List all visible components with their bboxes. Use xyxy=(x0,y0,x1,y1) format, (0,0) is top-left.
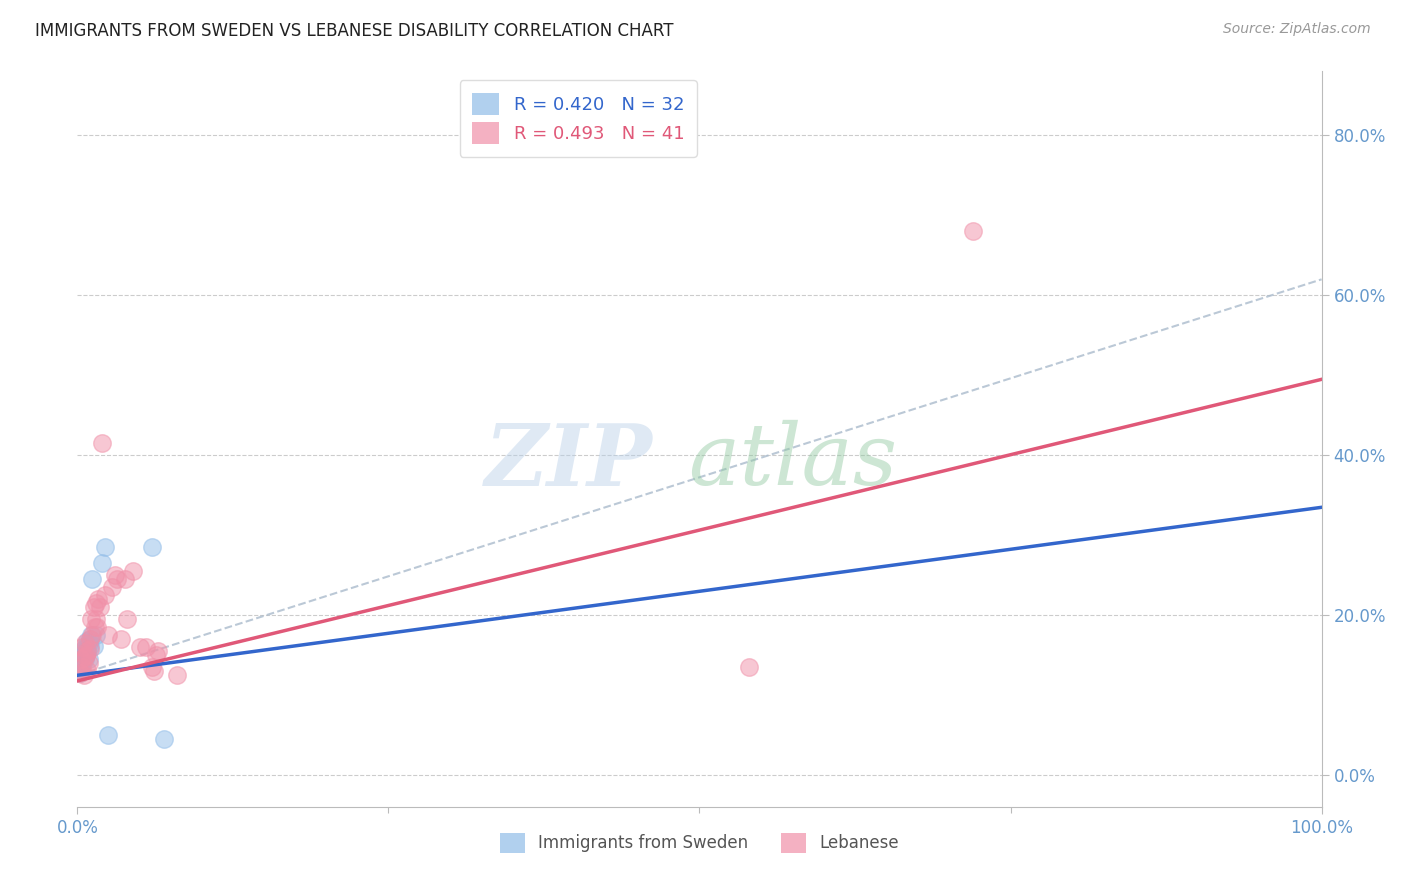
Point xyxy=(82,572,104,586)
Point xyxy=(80,628,103,642)
Point xyxy=(72,668,94,682)
Point xyxy=(114,572,136,586)
Point xyxy=(72,660,94,674)
Point xyxy=(72,649,94,664)
Point xyxy=(148,644,170,658)
Point xyxy=(79,632,101,647)
Point xyxy=(69,657,91,672)
Point xyxy=(962,224,984,238)
Point xyxy=(86,620,108,634)
Text: ZIP: ZIP xyxy=(485,419,652,503)
Point xyxy=(79,639,101,653)
Point xyxy=(67,663,90,677)
Point xyxy=(70,649,93,664)
Point xyxy=(143,665,166,679)
Point xyxy=(75,648,97,663)
Point xyxy=(101,580,124,594)
Point xyxy=(166,668,188,682)
Point xyxy=(153,732,176,747)
Point xyxy=(69,665,91,680)
Point xyxy=(76,663,98,677)
Point xyxy=(72,657,94,671)
Point xyxy=(122,564,145,578)
Point xyxy=(89,600,111,615)
Point xyxy=(83,639,105,653)
Point xyxy=(69,665,91,680)
Point xyxy=(73,644,96,658)
Point xyxy=(77,652,100,666)
Point xyxy=(73,652,96,666)
Point xyxy=(72,652,94,666)
Point xyxy=(93,541,115,555)
Point xyxy=(104,568,127,582)
Point xyxy=(75,641,97,656)
Legend: Immigrants from Sweden, Lebanese: Immigrants from Sweden, Lebanese xyxy=(491,824,908,862)
Point xyxy=(738,660,761,674)
Point xyxy=(72,648,94,663)
Point xyxy=(115,612,138,626)
Point xyxy=(73,649,96,664)
Point xyxy=(77,657,100,671)
Point xyxy=(97,628,120,642)
Point xyxy=(91,556,114,570)
Point xyxy=(76,644,98,658)
Point xyxy=(82,628,104,642)
Point xyxy=(70,655,93,669)
Point xyxy=(141,541,163,555)
Point xyxy=(141,660,163,674)
Point xyxy=(84,612,107,626)
Point xyxy=(80,612,103,626)
Point xyxy=(105,572,128,586)
Point xyxy=(87,592,110,607)
Point xyxy=(83,620,105,634)
Point xyxy=(70,652,93,666)
Point xyxy=(70,660,93,674)
Point xyxy=(72,640,94,655)
Text: atlas: atlas xyxy=(689,420,897,503)
Point xyxy=(135,640,157,655)
Point xyxy=(83,600,105,615)
Point xyxy=(128,640,150,655)
Point xyxy=(72,641,94,656)
Point xyxy=(93,588,115,602)
Point xyxy=(97,728,120,742)
Point xyxy=(79,641,101,656)
Point xyxy=(91,436,114,450)
Text: Source: ZipAtlas.com: Source: ZipAtlas.com xyxy=(1223,22,1371,37)
Point xyxy=(110,632,132,647)
Point xyxy=(79,632,101,647)
Point xyxy=(145,648,167,663)
Point xyxy=(84,628,107,642)
Point xyxy=(76,644,98,658)
Point xyxy=(75,648,97,663)
Point xyxy=(73,636,96,650)
Point xyxy=(84,596,107,610)
Point xyxy=(75,639,97,653)
Point xyxy=(72,647,94,661)
Text: IMMIGRANTS FROM SWEDEN VS LEBANESE DISABILITY CORRELATION CHART: IMMIGRANTS FROM SWEDEN VS LEBANESE DISAB… xyxy=(35,22,673,40)
Point xyxy=(76,633,98,648)
Point xyxy=(77,636,100,650)
